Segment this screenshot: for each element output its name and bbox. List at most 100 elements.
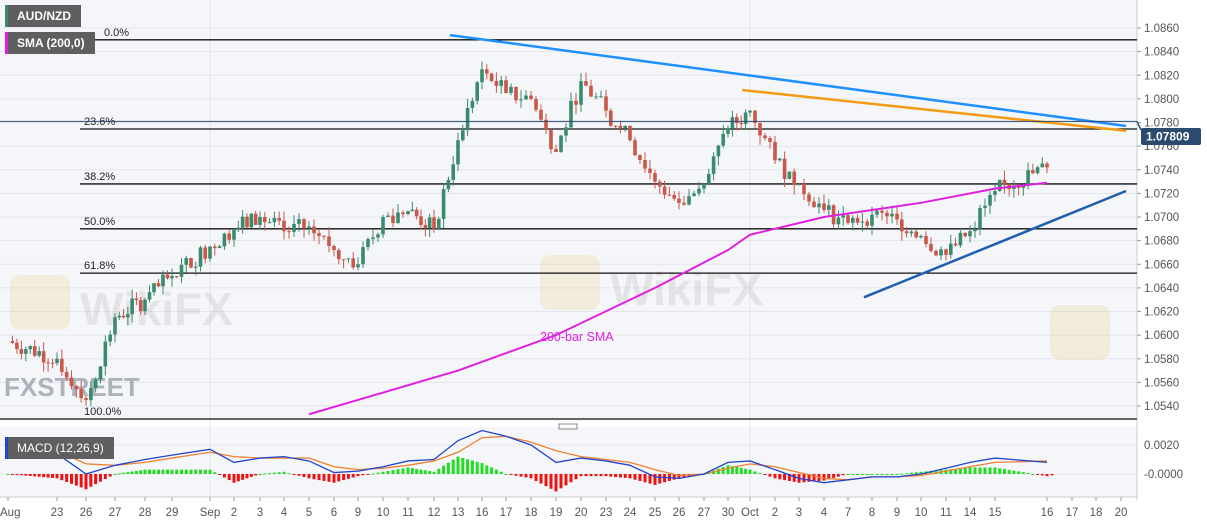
candle-body [302,219,306,229]
macd-hist-bar [302,474,306,478]
macd-hist-bar [51,474,55,478]
x-tick-label: Sep [200,507,220,519]
x-tick-label: 18 [525,507,538,519]
x-tick-label: 24 [624,507,637,519]
x-tick-label: 30 [722,507,735,519]
y-tick-label: 1.0800 [1144,94,1179,106]
candle-body [277,217,281,221]
y-tick-label: 1.0660 [1144,259,1179,271]
candle-body [165,274,170,279]
candle-body [707,173,711,184]
candle-body [633,140,637,156]
candle-body [944,249,948,255]
macd-hist-bar [748,469,752,474]
macd-hist-bar [74,474,78,486]
candle-body [24,349,28,354]
macd-hist-bar [406,467,410,474]
macd-hist-bar [735,467,739,474]
y-tick-label: 1.0720 [1144,188,1179,200]
y-tick-label: 1.0620 [1144,307,1179,319]
candle-body [263,217,267,223]
macd-hist-bar [356,474,360,477]
candle-body [692,193,696,197]
candle-body [170,276,174,279]
candle-body [381,217,385,235]
macd-hist-bar [222,474,226,478]
candle-body [307,226,311,229]
x-tick-label: 16 [1041,507,1054,519]
macd-hist-bar [599,474,603,477]
y-tick-label: 1.0780 [1144,118,1179,130]
candle-body [312,226,316,234]
candle-body [579,81,583,105]
candle-body [147,292,152,300]
macd-hist-bar [268,473,272,475]
macd-hist-bar [846,474,850,475]
candle-body [604,96,608,111]
candle-body [203,247,208,259]
macd-hist-bar [307,474,311,479]
macd-hist-bar [1045,474,1049,477]
macd-hist-bar [113,474,117,475]
candle-body [156,283,161,287]
macd-hist-bar [415,468,419,474]
macd-hist-bar [258,474,262,475]
candle-body [79,389,83,399]
candle-body [32,346,37,356]
candle-body [391,215,395,223]
x-tick-label: 23 [600,507,613,519]
candle-body [446,179,451,190]
candle-body [217,246,222,249]
x-tick-label: 12 [428,507,441,519]
candle-body [89,388,93,401]
x-tick-label: 5 [306,507,312,519]
sma-indicator-label[interactable]: SMA (200,0) [5,32,95,54]
candle-body [672,195,676,199]
macd-hist-bar [317,474,321,481]
macd-hist-bar [1002,469,1006,474]
x-tick-label: 2 [772,507,778,519]
macd-hist-bar [929,470,933,474]
macd-hist-bar [322,474,326,481]
macd-hist-bar [117,473,121,475]
candle-body [456,140,460,165]
x-tick-label: 20 [1115,507,1128,519]
candle-body [287,231,291,233]
candle-body [919,235,923,238]
candle-body [317,233,321,236]
macd-hist-bar [900,473,904,475]
macd-hist-bar [213,472,217,474]
macd-hist-bar [744,468,748,474]
candle-body [138,300,143,312]
candle-body [126,314,130,318]
candle-body [341,259,346,261]
macd-hist-bar [143,469,147,474]
macd-hist-bar [753,471,757,474]
candle-body [569,100,573,128]
macd-hist-bar [312,474,316,480]
candle-body [475,82,479,101]
x-tick-label: 29 [166,507,179,519]
panel-resize-handle[interactable] [558,423,578,430]
macd-hist-bar [973,467,977,474]
macd-hist-bar [524,474,528,478]
candle-body [15,342,19,350]
x-tick-label: 9 [355,507,361,519]
candle-body [584,81,588,86]
macd-hist-bar [958,468,962,474]
candle-body [103,341,108,367]
macd-hist-bar [432,471,436,474]
x-tick-label: 23 [51,507,64,519]
macd-hist-bar [663,474,667,483]
macd-hist-bar [94,474,98,485]
candle-body [914,231,918,238]
macd-hist-bar [549,474,553,489]
candle-body [258,217,262,225]
macd-indicator-label[interactable]: MACD (12,26,9) [5,437,114,459]
macd-hist-bar [70,474,73,484]
candle-body [909,231,914,234]
macd-hist-bar [648,474,652,484]
macd-hist-bar [134,470,138,474]
candle-body [494,80,499,86]
